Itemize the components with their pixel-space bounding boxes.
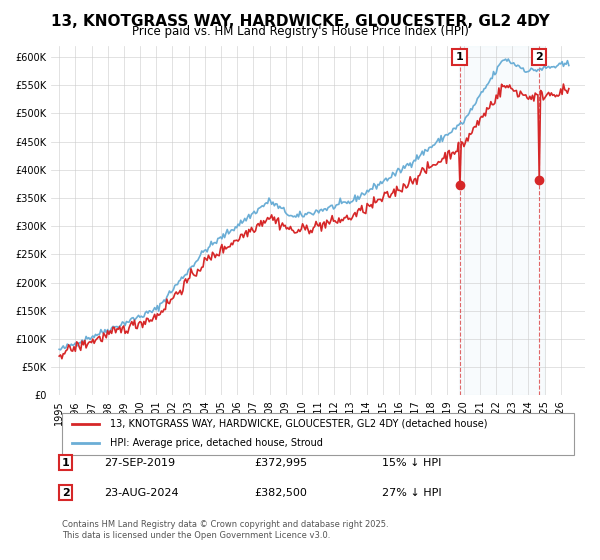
Text: 1: 1 (62, 458, 70, 468)
Text: 27% ↓ HPI: 27% ↓ HPI (382, 488, 442, 498)
Text: Contains HM Land Registry data © Crown copyright and database right 2025.
This d: Contains HM Land Registry data © Crown c… (62, 520, 388, 540)
Bar (459, 46, 544, 395)
Text: 2: 2 (62, 488, 70, 498)
Text: 13, KNOTGRASS WAY, HARDWICKE, GLOUCESTER, GL2 4DY: 13, KNOTGRASS WAY, HARDWICKE, GLOUCESTER… (50, 14, 550, 29)
Text: £382,500: £382,500 (254, 488, 307, 498)
Text: 23-AUG-2024: 23-AUG-2024 (104, 488, 179, 498)
Text: 27-SEP-2019: 27-SEP-2019 (104, 458, 176, 468)
Text: 2: 2 (535, 52, 543, 62)
Text: Price paid vs. HM Land Registry's House Price Index (HPI): Price paid vs. HM Land Registry's House … (131, 25, 469, 38)
FancyBboxPatch shape (62, 413, 574, 455)
Text: 1: 1 (456, 52, 463, 62)
Text: HPI: Average price, detached house, Stroud: HPI: Average price, detached house, Stro… (110, 438, 323, 448)
Text: 13, KNOTGRASS WAY, HARDWICKE, GLOUCESTER, GL2 4DY (detached house): 13, KNOTGRASS WAY, HARDWICKE, GLOUCESTER… (110, 419, 487, 429)
Text: 15% ↓ HPI: 15% ↓ HPI (382, 458, 442, 468)
Text: £372,995: £372,995 (254, 458, 307, 468)
